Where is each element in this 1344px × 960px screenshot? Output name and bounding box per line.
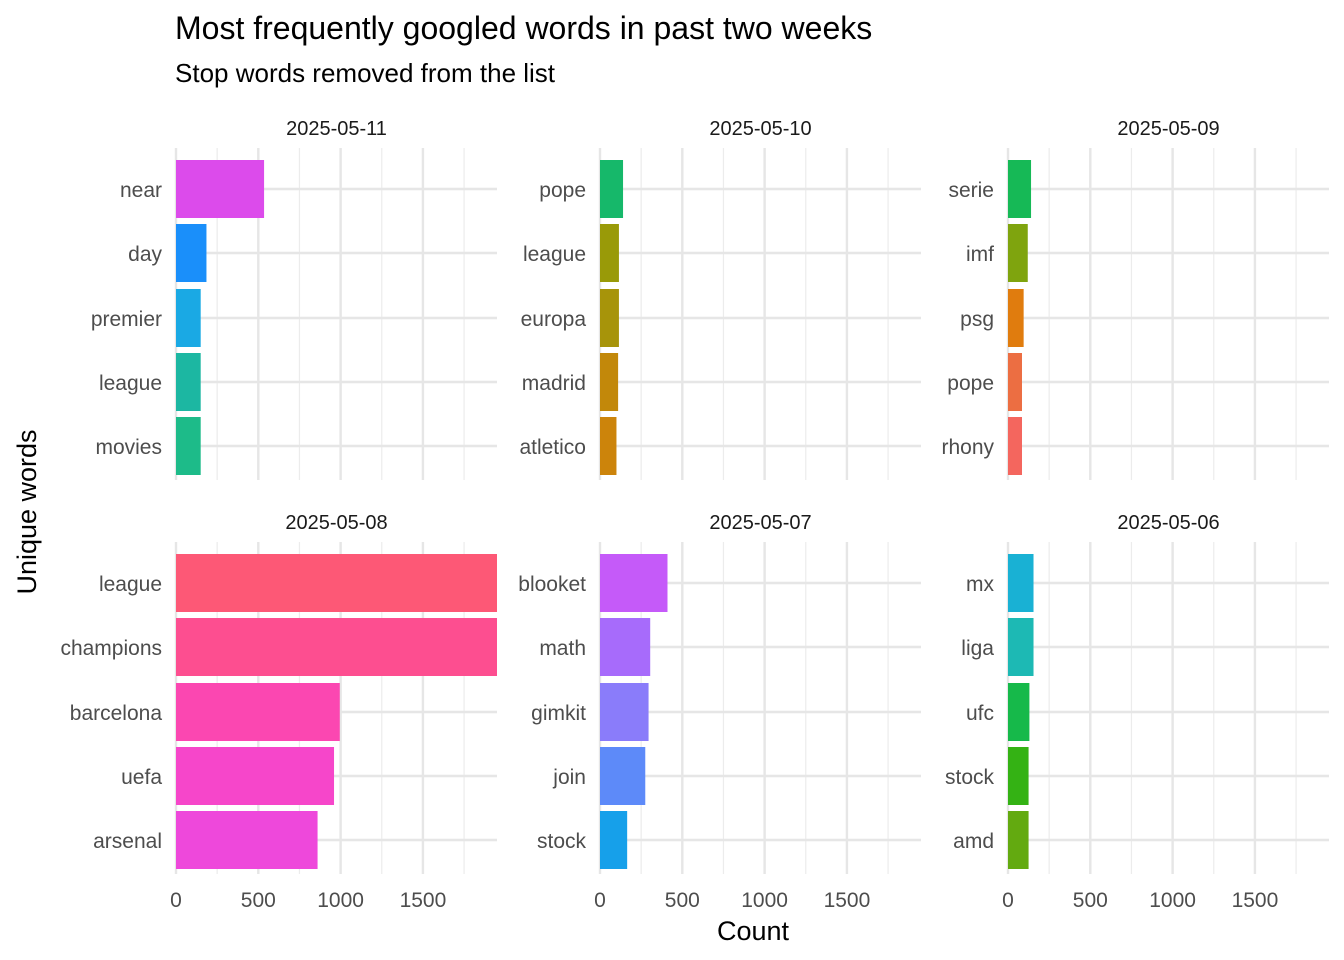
bar-league	[600, 224, 619, 282]
y-tick-label: gimkit	[531, 702, 586, 725]
bar-day	[176, 224, 207, 282]
y-tick-label: barcelona	[70, 702, 163, 725]
panel-strip-label: 2025-05-11	[286, 118, 387, 140]
panel-2025-05-06: 2025-05-06 mx liga ufc stock amd 0 500 1000 1500	[945, 512, 1329, 912]
x-tick-label: 500	[241, 889, 276, 912]
x-tick-label: 1000	[741, 889, 788, 912]
y-tick-label: stock	[537, 830, 587, 853]
bar-rhony	[1008, 417, 1022, 475]
bar-gimkit	[600, 683, 649, 741]
bar-stock	[600, 811, 628, 869]
chart-subtitle: Stop words removed from the list	[175, 58, 556, 88]
x-tick-label: 500	[665, 889, 700, 912]
y-tick-label: league	[99, 372, 162, 395]
bar-imf	[1008, 224, 1028, 282]
y-tick-label: atletico	[519, 436, 586, 459]
y-tick-label: europa	[521, 308, 587, 331]
bar-blooket	[600, 554, 668, 612]
y-tick-label: pope	[539, 179, 586, 202]
bar-league	[176, 554, 497, 612]
panel-strip-label: 2025-05-09	[1117, 118, 1219, 140]
panel-2025-05-10: 2025-05-10 pope league europa madrid atletico	[519, 118, 921, 480]
bar-movies	[176, 417, 201, 475]
y-tick-label: movies	[95, 436, 162, 459]
y-tick-label: league	[99, 573, 162, 596]
y-tick-label: arsenal	[93, 830, 162, 853]
bar-barcelona	[176, 683, 340, 741]
bar-ufc	[1008, 683, 1030, 741]
y-tick-label: near	[120, 179, 162, 202]
bar-liga	[1008, 618, 1034, 676]
panel-2025-05-08: 2025-05-08 league champions barcelona uefa ar…	[60, 512, 497, 912]
bar-serie	[1008, 160, 1032, 218]
y-tick-label: psg	[960, 308, 994, 331]
bar-psg	[1008, 289, 1024, 347]
y-tick-label: uefa	[121, 766, 162, 789]
y-tick-label: math	[539, 637, 586, 660]
bar-league	[176, 353, 201, 411]
bar-amd	[1008, 811, 1029, 869]
y-tick-label: liga	[961, 637, 994, 660]
panel-strip-label: 2025-05-07	[709, 512, 811, 534]
y-tick-label: day	[128, 243, 162, 266]
panel-2025-05-11: 2025-05-11 near day premier league movies	[91, 118, 497, 480]
bar-stock	[1008, 747, 1029, 805]
y-tick-label: league	[523, 243, 586, 266]
y-tick-label: madrid	[522, 372, 586, 395]
y-tick-label: serie	[948, 179, 994, 202]
bar-math	[600, 618, 651, 676]
bar-near	[176, 160, 265, 218]
x-tick-label: 1500	[824, 889, 871, 912]
y-tick-label: rhony	[941, 436, 994, 459]
bar-mx	[1008, 554, 1034, 612]
x-tick-label: 0	[170, 889, 182, 912]
y-tick-label: ufc	[966, 702, 994, 725]
x-tick-label: 0	[1002, 889, 1014, 912]
x-tick-label: 1000	[1149, 889, 1196, 912]
chart-title: Most frequently googled words in past tw…	[175, 10, 873, 46]
y-axis-title: Unique words	[12, 429, 42, 594]
x-tick-label: 500	[1073, 889, 1108, 912]
y-tick-label: champions	[60, 637, 162, 660]
x-axis-title: Count	[717, 916, 790, 946]
y-tick-label: pope	[947, 372, 994, 395]
panel-strip-label: 2025-05-08	[285, 512, 387, 534]
bar-join	[600, 747, 646, 805]
panel-2025-05-07: 2025-05-07 blooket math gimkit join stock 0 500…	[518, 512, 921, 912]
y-tick-label: mx	[966, 573, 994, 596]
y-tick-label: premier	[91, 308, 162, 331]
bar-champions	[176, 618, 497, 676]
bar-pope	[600, 160, 624, 218]
y-tick-label: stock	[945, 766, 995, 789]
bar-europa	[600, 289, 619, 347]
bar-premier	[176, 289, 201, 347]
bar-uefa	[176, 747, 335, 805]
bar-pope	[1008, 353, 1022, 411]
x-tick-label: 1500	[400, 889, 447, 912]
panel-2025-05-09: 2025-05-09 serie imf psg pope rhony	[941, 118, 1329, 480]
y-tick-label: blooket	[518, 573, 586, 596]
bar-atletico	[600, 417, 617, 475]
y-tick-label: join	[552, 766, 586, 789]
bar-madrid	[600, 353, 619, 411]
x-tick-label: 1500	[1232, 889, 1279, 912]
bar-arsenal	[176, 811, 318, 869]
x-tick-label: 1000	[317, 889, 364, 912]
y-tick-label: imf	[966, 243, 994, 266]
y-tick-label: amd	[953, 830, 994, 853]
x-tick-label: 0	[594, 889, 606, 912]
panel-strip-label: 2025-05-10	[709, 118, 811, 140]
panel-strip-label: 2025-05-06	[1117, 512, 1219, 534]
